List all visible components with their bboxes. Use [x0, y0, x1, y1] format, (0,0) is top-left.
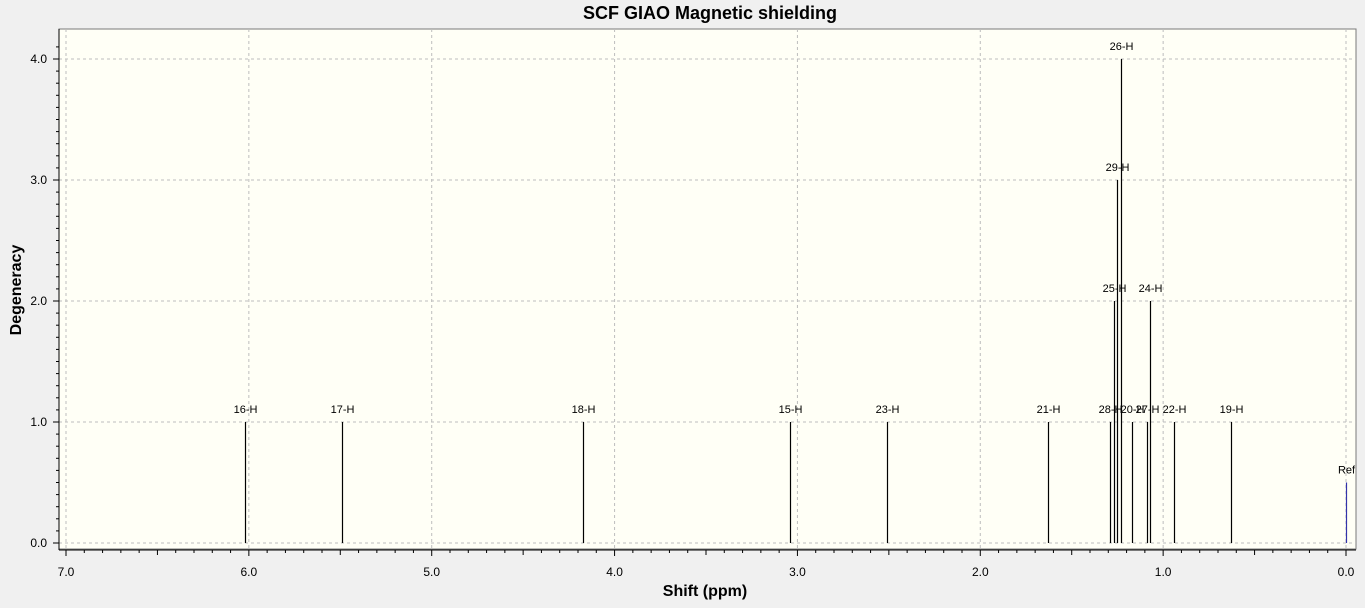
x-tick-label: 1.0	[1155, 565, 1172, 579]
y-tick-label: 2.0	[30, 294, 47, 308]
x-tick-label: 7.0	[58, 565, 75, 579]
gridlines	[59, 29, 1356, 550]
peak-sticks	[244, 59, 1348, 543]
peak-label: 28-H	[1099, 404, 1123, 416]
chart-title: SCF GIAO Magnetic shielding	[583, 3, 837, 23]
peak-label: 16-H	[234, 404, 258, 416]
y-tick-label: 0.0	[30, 536, 47, 550]
x-axis-label: Shift (ppm)	[663, 583, 747, 600]
y-axis-label: Degeneracy	[8, 245, 25, 336]
y-tick-label: 1.0	[30, 415, 47, 429]
y-tick-label: 3.0	[30, 173, 47, 187]
plot-area	[58, 28, 1357, 550]
peak-label: 17-H	[331, 404, 355, 416]
y-tick-label: 4.0	[30, 52, 47, 66]
peak-label: 27-H	[1136, 404, 1160, 416]
peak-label: 24-H	[1139, 283, 1163, 295]
x-tick-label: 0.0	[1338, 565, 1355, 579]
x-tick-label: 4.0	[606, 565, 623, 579]
peak-labels: 16-H 17-H 18-H 15-H 23-H 21-H 28-H 25-H 29-H 26-H…	[234, 41, 1356, 477]
axis-ticks: 7.0 6.0 5.0 4.0 3.0 2.0 1.0 0.0 0.0 1.0 2.0 3.0 4.0	[30, 46, 1355, 579]
peak-label: 22-H	[1163, 404, 1187, 416]
peak-label: 25-H	[1103, 283, 1127, 295]
x-tick-label: 2.0	[972, 565, 989, 579]
peak-label: 18-H	[572, 404, 596, 416]
x-tick-label: 5.0	[423, 565, 440, 579]
x-tick-label: 6.0	[241, 565, 258, 579]
peak-label: 21-H	[1037, 404, 1061, 416]
peak-label: 19-H	[1220, 404, 1244, 416]
peak-label: 29-H	[1106, 162, 1130, 174]
x-tick-label: 3.0	[789, 565, 806, 579]
peak-label: 23-H	[876, 404, 900, 416]
ref-label: Ref	[1338, 465, 1356, 477]
peak-label: 26-H	[1110, 41, 1134, 53]
peak-label: 15-H	[779, 404, 803, 416]
peak-label: 20-H	[1121, 404, 1145, 416]
